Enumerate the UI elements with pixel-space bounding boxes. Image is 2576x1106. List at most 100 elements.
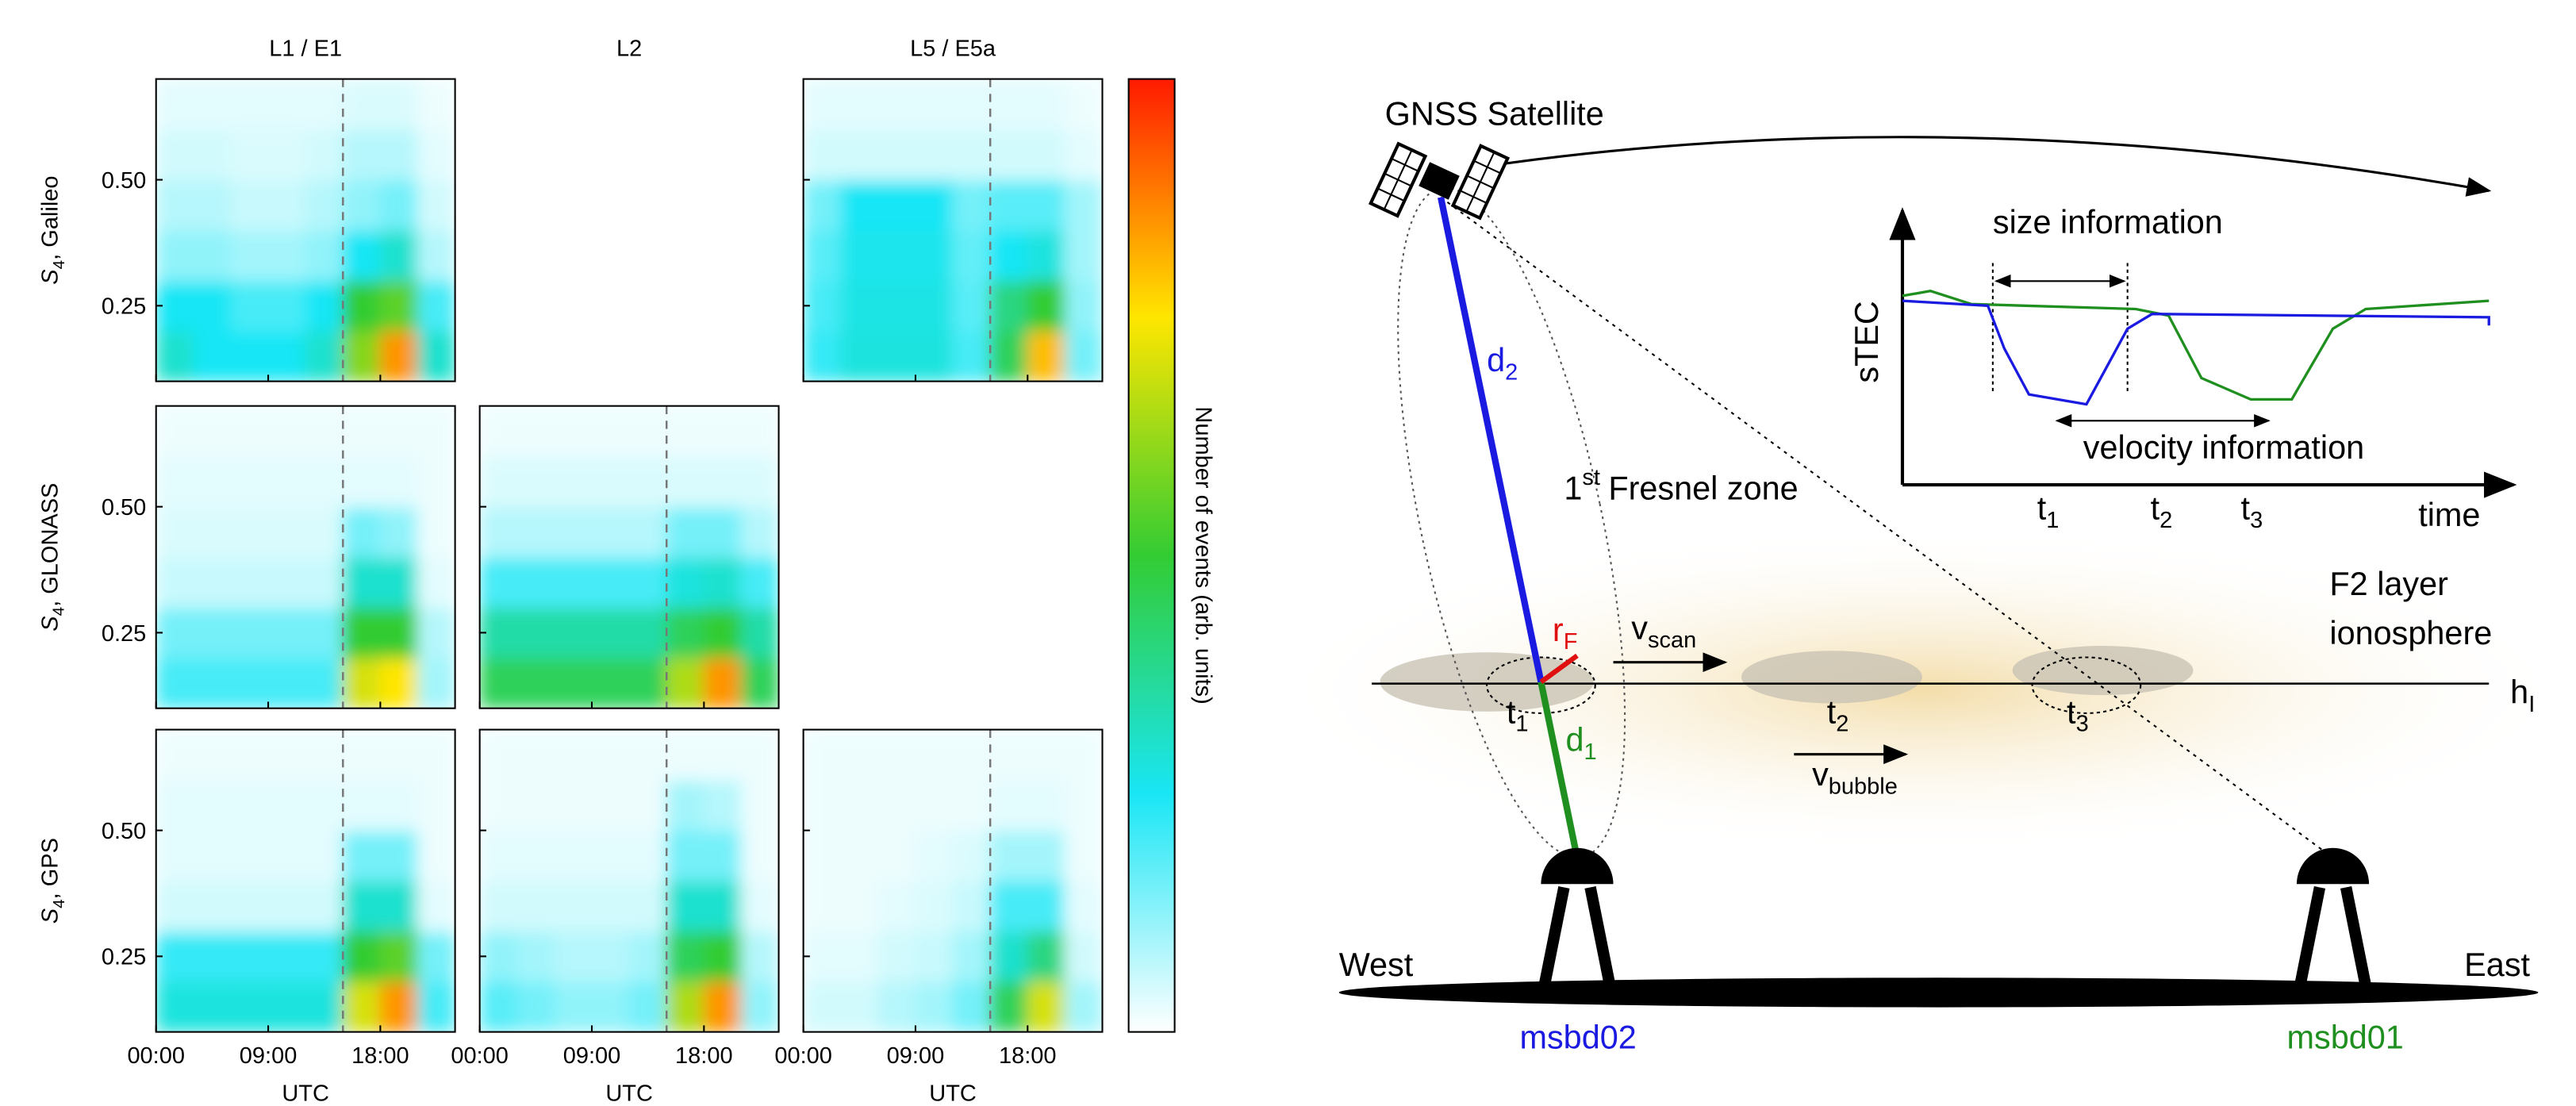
time-label: t3	[2241, 490, 2263, 533]
heat-cell	[155, 556, 194, 609]
heat-cell	[591, 779, 630, 831]
heat-cell	[193, 779, 232, 831]
heat-cell	[1027, 279, 1066, 332]
heat-cell	[516, 880, 555, 932]
time-label: t2	[2151, 490, 2173, 533]
heat-cell	[230, 179, 269, 231]
t-label: t3	[2067, 693, 2089, 736]
heat-cell	[1027, 779, 1066, 831]
sub: 4	[50, 899, 68, 908]
heat-cell	[230, 880, 269, 932]
heat-cell	[666, 829, 704, 881]
heat-cell	[267, 829, 306, 881]
heat-cell	[628, 405, 667, 457]
heatmap	[803, 729, 1103, 1032]
heat-cell	[193, 657, 232, 709]
heat-cell	[915, 931, 954, 982]
heat-cell	[305, 129, 344, 181]
colorbar-label: Number of events (arb. units)	[1191, 406, 1216, 704]
vscan-label: vscan	[1631, 610, 1696, 653]
heat-cell	[554, 455, 593, 508]
heat-cell	[740, 607, 779, 659]
heat-cell	[952, 279, 991, 332]
heat-cell	[554, 931, 593, 982]
heat-cell	[803, 981, 842, 1032]
heat-cell	[267, 607, 306, 659]
heat-cell	[628, 829, 667, 881]
heat-cell	[155, 779, 194, 831]
heat-cell	[554, 607, 593, 659]
panel	[155, 79, 455, 382]
heat-cell	[952, 880, 991, 932]
heat-cell	[379, 779, 419, 831]
d: d	[1487, 342, 1505, 378]
heat-cell	[193, 330, 232, 382]
west-label: West	[1339, 947, 1414, 983]
heat-cell	[230, 657, 269, 709]
heat-cell	[952, 179, 991, 231]
heat-cell	[379, 981, 419, 1032]
vbubble-label: vbubble	[1812, 756, 1898, 799]
heat-cell	[703, 931, 743, 982]
heat-cell	[516, 729, 555, 781]
heat-cell	[342, 931, 382, 982]
heat-cell	[342, 279, 382, 332]
heat-cell	[628, 455, 667, 508]
satellite-icon	[1368, 141, 1511, 221]
heat-cell	[628, 556, 667, 609]
fresnel-label: 1st Fresnel zone	[1564, 465, 1798, 507]
heat-cell	[305, 931, 344, 982]
x-tick-label: 00:00	[127, 1043, 185, 1069]
inset-y-label: sTEC	[1849, 301, 1885, 383]
heat-cell	[267, 981, 306, 1032]
heat-cell	[628, 506, 667, 558]
heat-cell	[840, 880, 879, 932]
heat-cell	[516, 506, 555, 558]
sub: scan	[1648, 628, 1696, 653]
satellite-label: GNSS Satellite	[1385, 96, 1604, 132]
heat-cell	[915, 779, 954, 831]
r: r	[1553, 612, 1564, 648]
heat-cell	[877, 330, 916, 382]
heat-cell	[417, 179, 455, 231]
heat-cell	[591, 556, 630, 609]
heat-cell	[155, 405, 194, 457]
heat-cell	[417, 79, 455, 130]
height-label: hI	[2510, 674, 2535, 716]
heat-cell	[479, 556, 518, 609]
heat-cell	[305, 79, 344, 130]
heat-cell	[628, 607, 667, 659]
heat-cell	[591, 455, 630, 508]
heat-cell	[703, 981, 743, 1032]
time-label: t1	[2037, 490, 2060, 533]
heat-cell	[342, 455, 382, 508]
t: t	[1827, 693, 1837, 730]
heat-cell	[342, 729, 382, 781]
heat-cell	[379, 657, 419, 709]
heat-cell	[193, 829, 232, 881]
heat-cell	[1064, 279, 1103, 332]
heat-cell	[740, 657, 779, 709]
heat-cell	[342, 607, 382, 659]
heat-cell	[740, 556, 779, 609]
heat-cell	[703, 455, 743, 508]
heat-cell	[628, 981, 667, 1032]
heat-cell	[155, 729, 194, 781]
heat-cell	[516, 931, 555, 982]
heat-cell	[952, 829, 991, 881]
heat-cell	[516, 556, 555, 609]
heat-cell	[267, 179, 306, 231]
y-tick-label: 0.25	[102, 945, 146, 970]
heat-cell	[952, 79, 991, 130]
diagram: sTEC size information velocity informati…	[1265, 96, 2576, 1055]
heat-cell	[342, 779, 382, 831]
panel-frame	[478, 405, 780, 709]
heat-cell	[193, 931, 232, 982]
heat-cell	[516, 405, 555, 457]
velocity-label: velocity information	[2083, 429, 2364, 466]
heat-cell	[1027, 79, 1066, 130]
heat-cell	[803, 179, 842, 231]
heat-cell	[267, 556, 306, 609]
sub: 4	[50, 260, 68, 270]
heat-cell	[591, 931, 630, 982]
